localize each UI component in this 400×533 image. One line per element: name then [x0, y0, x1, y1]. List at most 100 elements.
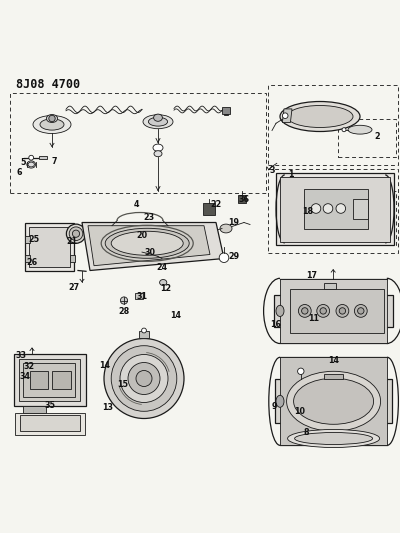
- Text: 19: 19: [228, 218, 239, 227]
- Ellipse shape: [46, 115, 58, 123]
- Ellipse shape: [143, 115, 173, 128]
- Text: 18: 18: [302, 207, 313, 216]
- Circle shape: [49, 115, 55, 122]
- Ellipse shape: [288, 430, 380, 448]
- Circle shape: [120, 354, 168, 402]
- Ellipse shape: [276, 395, 284, 407]
- Text: 8: 8: [304, 428, 310, 437]
- Text: 9: 9: [272, 402, 278, 411]
- Text: 31: 31: [137, 292, 148, 301]
- Ellipse shape: [276, 305, 284, 317]
- Ellipse shape: [27, 161, 36, 168]
- Ellipse shape: [153, 144, 163, 151]
- Ellipse shape: [66, 224, 86, 243]
- Ellipse shape: [294, 432, 372, 445]
- Ellipse shape: [348, 125, 372, 134]
- Text: 22: 22: [210, 200, 221, 209]
- Polygon shape: [274, 295, 393, 327]
- Polygon shape: [70, 255, 75, 262]
- Polygon shape: [324, 284, 336, 289]
- Text: 16: 16: [270, 320, 281, 329]
- Text: 7: 7: [52, 157, 58, 166]
- Circle shape: [358, 308, 364, 314]
- Text: 33: 33: [15, 351, 26, 360]
- Circle shape: [111, 346, 177, 411]
- Circle shape: [323, 204, 333, 213]
- Polygon shape: [139, 330, 149, 338]
- Text: 36: 36: [238, 195, 250, 204]
- Ellipse shape: [69, 227, 83, 240]
- Circle shape: [336, 304, 349, 317]
- Circle shape: [219, 253, 229, 262]
- Circle shape: [311, 204, 321, 213]
- Circle shape: [298, 368, 304, 375]
- Ellipse shape: [33, 116, 71, 133]
- Text: 32: 32: [23, 362, 34, 371]
- Polygon shape: [82, 222, 224, 271]
- Ellipse shape: [105, 228, 189, 259]
- Polygon shape: [15, 413, 85, 434]
- Text: 29: 29: [229, 253, 240, 261]
- Polygon shape: [290, 289, 384, 333]
- Circle shape: [282, 113, 288, 118]
- Polygon shape: [324, 374, 343, 379]
- Text: 17: 17: [306, 271, 317, 280]
- Circle shape: [336, 204, 346, 213]
- Polygon shape: [222, 107, 230, 114]
- Polygon shape: [203, 203, 215, 214]
- Circle shape: [354, 304, 367, 317]
- Circle shape: [339, 308, 346, 314]
- Polygon shape: [25, 255, 30, 262]
- Polygon shape: [14, 354, 86, 406]
- Text: 14: 14: [170, 311, 181, 320]
- Text: 13: 13: [102, 403, 113, 412]
- Polygon shape: [276, 173, 394, 245]
- Ellipse shape: [154, 114, 162, 122]
- Ellipse shape: [111, 231, 183, 255]
- Polygon shape: [280, 357, 387, 445]
- Ellipse shape: [294, 378, 374, 424]
- Polygon shape: [304, 189, 368, 229]
- Text: 21: 21: [66, 237, 77, 246]
- Circle shape: [128, 362, 160, 394]
- Ellipse shape: [40, 119, 64, 130]
- Text: 6: 6: [17, 168, 22, 177]
- Polygon shape: [282, 109, 292, 123]
- Text: 14: 14: [99, 361, 110, 370]
- Text: 26: 26: [26, 258, 37, 267]
- Ellipse shape: [28, 162, 34, 167]
- Polygon shape: [25, 222, 74, 271]
- Ellipse shape: [148, 117, 168, 126]
- Text: 15: 15: [118, 380, 129, 389]
- Text: 30: 30: [145, 248, 156, 257]
- Ellipse shape: [154, 151, 162, 157]
- Circle shape: [104, 338, 184, 418]
- Polygon shape: [52, 372, 71, 389]
- Circle shape: [142, 328, 146, 333]
- Ellipse shape: [286, 372, 380, 431]
- Ellipse shape: [72, 230, 80, 237]
- Text: 8J08 4700: 8J08 4700: [16, 78, 80, 91]
- Text: 11: 11: [308, 314, 319, 323]
- Circle shape: [298, 304, 311, 317]
- Text: 35: 35: [45, 401, 56, 410]
- Polygon shape: [280, 279, 387, 343]
- Polygon shape: [135, 293, 143, 298]
- Ellipse shape: [120, 297, 128, 304]
- Polygon shape: [20, 415, 80, 431]
- Polygon shape: [23, 364, 75, 397]
- Circle shape: [320, 308, 326, 314]
- Circle shape: [342, 128, 346, 132]
- Polygon shape: [19, 359, 80, 400]
- Polygon shape: [29, 227, 70, 268]
- Polygon shape: [30, 372, 48, 389]
- Polygon shape: [353, 199, 368, 219]
- Polygon shape: [88, 225, 210, 265]
- Text: 23: 23: [143, 213, 154, 222]
- Polygon shape: [224, 114, 228, 115]
- Circle shape: [302, 308, 308, 314]
- Text: 12: 12: [160, 284, 171, 293]
- Text: 28: 28: [118, 307, 129, 316]
- Text: 20: 20: [136, 231, 147, 240]
- Polygon shape: [280, 176, 390, 241]
